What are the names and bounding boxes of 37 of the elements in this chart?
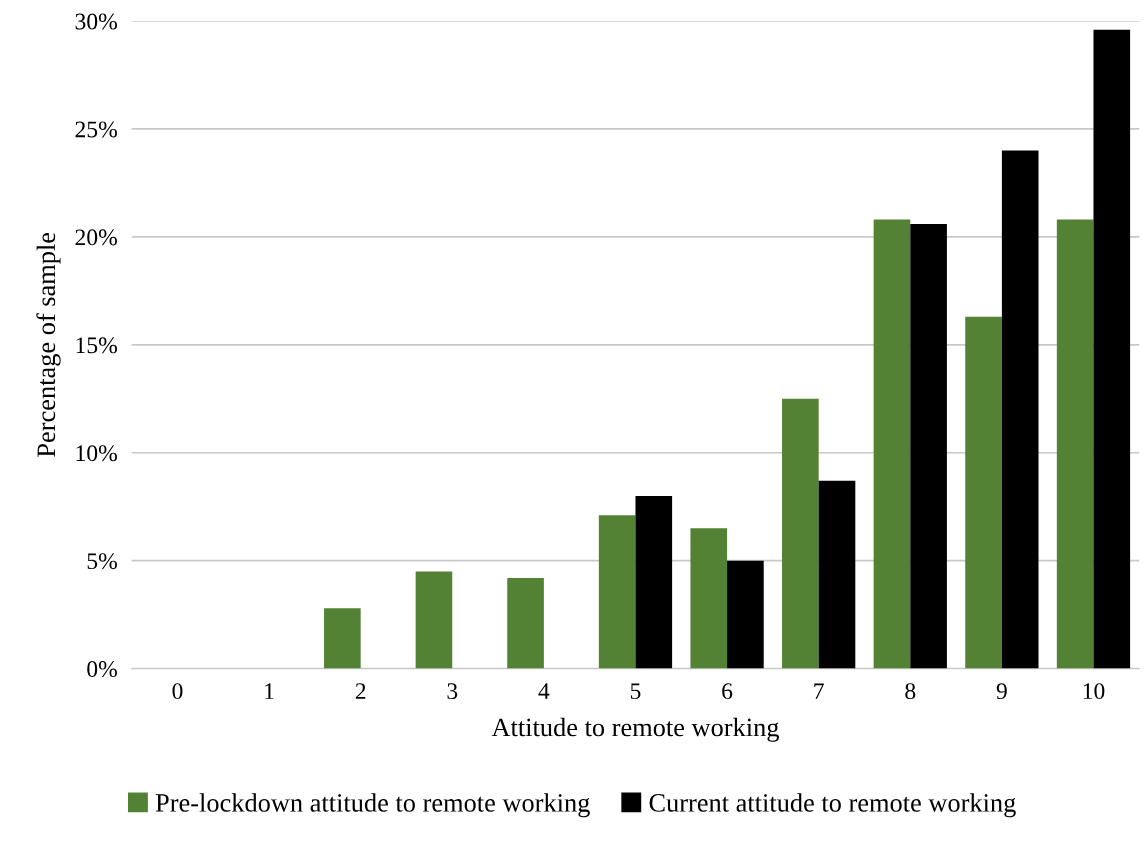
y-tick-label: 10% xyxy=(76,445,117,462)
x-tick-label: 0 xyxy=(172,683,183,700)
bar xyxy=(415,571,453,669)
bar xyxy=(1093,29,1131,669)
x-tick-label: 9 xyxy=(996,683,1007,700)
y-tick-label: 15% xyxy=(76,337,117,354)
x-tick-label: 2 xyxy=(355,683,366,699)
bar xyxy=(1001,150,1039,669)
y-tick-label: 5% xyxy=(87,553,117,570)
bar xyxy=(690,528,728,669)
bar xyxy=(782,398,819,669)
x-tick-label: 7 xyxy=(814,683,824,699)
y-tick-label: 0% xyxy=(87,661,117,678)
legend-label: Current attitude to remote working xyxy=(649,793,1016,818)
bar xyxy=(1056,219,1094,669)
bar xyxy=(910,223,947,669)
bar xyxy=(727,560,764,669)
x-tick-label: 6 xyxy=(722,683,733,700)
legend-label: Pre-lockdown attitude to remote working xyxy=(155,793,590,818)
x-axis-title: Attitude to remote working xyxy=(491,717,779,742)
x-tick-label: 1 xyxy=(265,683,274,699)
x-tick-label: 5 xyxy=(630,683,641,700)
bar xyxy=(965,316,1002,669)
x-tick-label: 4 xyxy=(538,683,550,699)
x-tick-label: 10 xyxy=(1083,683,1105,700)
bar xyxy=(598,515,636,669)
bar xyxy=(873,219,911,669)
bar xyxy=(507,577,544,669)
y-tick-label: 25% xyxy=(75,121,117,138)
y-tick-label: 30% xyxy=(75,13,117,30)
bar xyxy=(818,480,856,669)
y-tick-label: 20% xyxy=(75,229,117,246)
bar xyxy=(324,608,361,669)
x-tick-label: 8 xyxy=(905,683,916,700)
x-tick-label: 3 xyxy=(447,683,458,700)
bar xyxy=(635,495,673,669)
y-axis-title: Percentage of sample xyxy=(36,232,61,457)
